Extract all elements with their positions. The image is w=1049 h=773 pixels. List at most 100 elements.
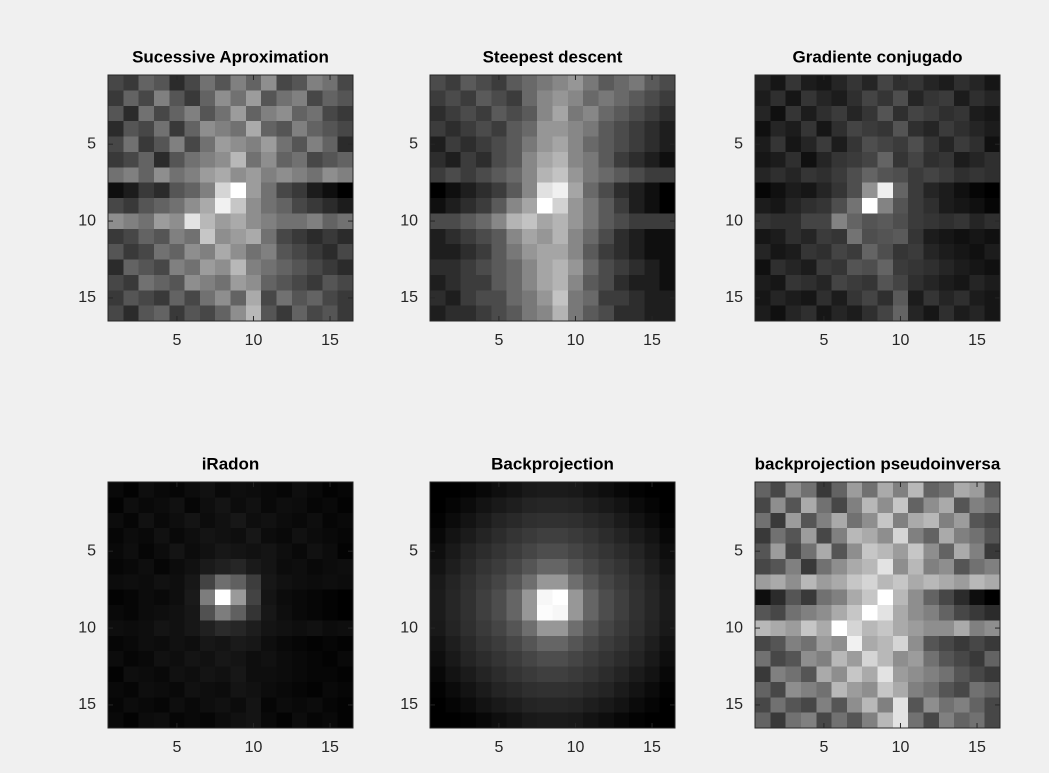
cell — [322, 651, 337, 666]
cell — [276, 559, 291, 574]
cell — [923, 697, 938, 712]
cell — [322, 213, 337, 228]
cell — [985, 260, 1000, 275]
cell — [461, 713, 476, 728]
cell — [878, 605, 893, 620]
cell — [215, 482, 230, 497]
cell — [862, 590, 877, 605]
cell — [185, 260, 200, 275]
cell — [847, 590, 862, 605]
cell — [923, 559, 938, 574]
cell — [307, 682, 322, 697]
cell — [939, 121, 954, 136]
cell — [246, 137, 261, 152]
cell — [476, 682, 491, 697]
cell — [537, 90, 552, 105]
cell — [461, 482, 476, 497]
cell — [276, 482, 291, 497]
cell — [832, 198, 847, 213]
cell — [644, 620, 659, 635]
cell — [185, 213, 200, 228]
cell — [154, 682, 169, 697]
cell — [770, 290, 785, 305]
cell — [660, 244, 675, 259]
cell — [644, 229, 659, 244]
cell — [893, 121, 908, 136]
page: {"chart_data": [ {"type": "heatmap", "ti… — [0, 0, 1049, 773]
cell — [307, 513, 322, 528]
cell — [430, 198, 445, 213]
cell — [629, 713, 644, 728]
cell — [537, 482, 552, 497]
cell — [598, 605, 613, 620]
cell — [923, 590, 938, 605]
cell — [307, 121, 322, 136]
cell — [908, 260, 923, 275]
cell — [832, 590, 847, 605]
cell — [231, 559, 246, 574]
cell — [816, 590, 831, 605]
cell — [832, 682, 847, 697]
chart-title: iRadon — [202, 454, 260, 473]
cell — [893, 260, 908, 275]
cell — [893, 574, 908, 589]
cell — [583, 137, 598, 152]
cell — [908, 275, 923, 290]
cell — [939, 90, 954, 105]
cell — [200, 229, 215, 244]
cell — [985, 75, 1000, 90]
cell — [801, 167, 816, 182]
cell — [939, 482, 954, 497]
cell — [537, 713, 552, 728]
cell — [568, 275, 583, 290]
cell — [969, 497, 984, 512]
cell — [276, 121, 291, 136]
cell — [476, 713, 491, 728]
cell — [644, 697, 659, 712]
cell — [507, 559, 522, 574]
cell — [185, 574, 200, 589]
cell — [476, 167, 491, 182]
cell — [307, 590, 322, 605]
cell — [154, 306, 169, 321]
cell — [537, 167, 552, 182]
cell — [583, 260, 598, 275]
cell — [893, 513, 908, 528]
cell — [461, 75, 476, 90]
cell — [985, 528, 1000, 543]
cell — [430, 244, 445, 259]
cell — [276, 290, 291, 305]
cell — [847, 636, 862, 651]
cell — [770, 590, 785, 605]
cell — [553, 574, 568, 589]
cell — [908, 213, 923, 228]
cell — [969, 244, 984, 259]
cell — [185, 198, 200, 213]
cell — [108, 528, 123, 543]
cell — [292, 667, 307, 682]
cell — [629, 198, 644, 213]
cell — [553, 75, 568, 90]
cell — [123, 544, 138, 559]
cell — [786, 75, 801, 90]
cell — [614, 290, 629, 305]
cell — [322, 198, 337, 213]
cell — [445, 697, 460, 712]
cell — [923, 544, 938, 559]
cell — [292, 513, 307, 528]
cell — [537, 513, 552, 528]
cell — [816, 497, 831, 512]
cell — [923, 75, 938, 90]
cell — [862, 513, 877, 528]
cell — [522, 590, 537, 605]
cell — [939, 513, 954, 528]
cell — [862, 667, 877, 682]
cell — [430, 260, 445, 275]
x-tick-label: 5 — [819, 332, 828, 349]
cell — [246, 275, 261, 290]
cell — [862, 697, 877, 712]
y-tick-label: 5 — [409, 135, 418, 152]
cell — [568, 697, 583, 712]
cell — [154, 528, 169, 543]
cell — [461, 137, 476, 152]
